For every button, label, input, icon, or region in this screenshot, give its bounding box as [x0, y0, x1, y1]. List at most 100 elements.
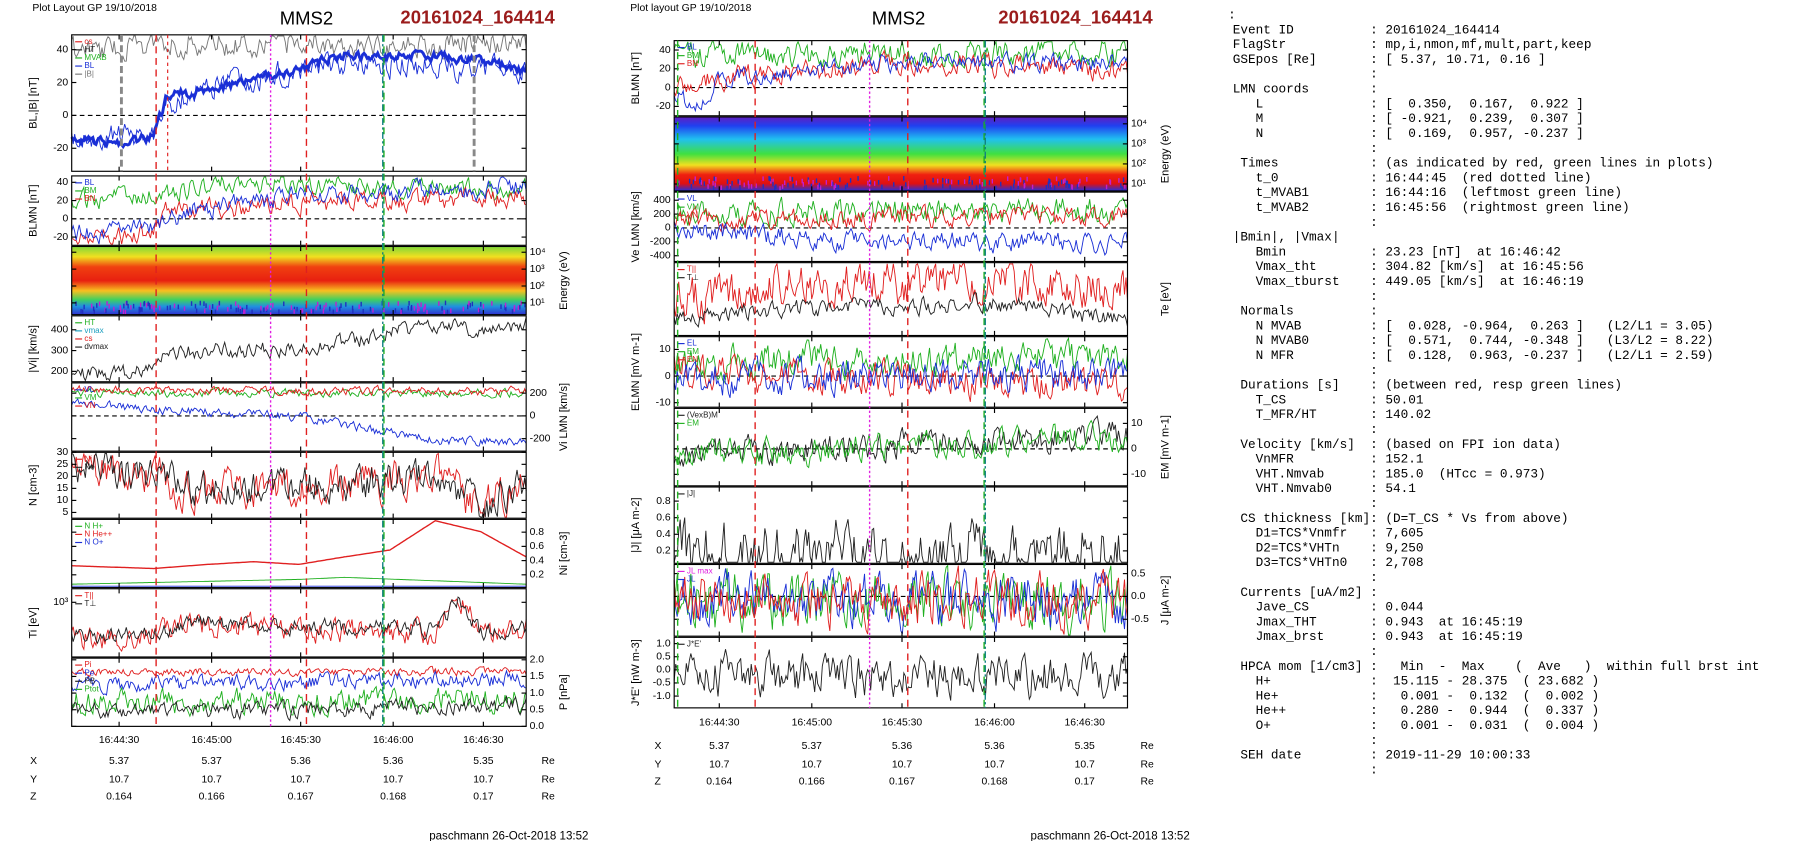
y-tick-label: -10: [1131, 469, 1146, 480]
spectrogram-speck: [500, 304, 502, 309]
spectrogram-speck: [789, 176, 791, 182]
info-line: Bmin : 23.23 [nT] at 16:46:42: [1233, 244, 1561, 259]
axis-label: ELMN [mV m-1]: [630, 333, 642, 411]
y-tick-label: 0.2: [656, 546, 671, 557]
ephemeris-value: 0.164: [706, 777, 732, 788]
trace: [673, 565, 1128, 635]
spectrogram-speck: [372, 308, 374, 313]
spectrogram-speck: [802, 182, 805, 187]
spectrogram-speck: [1105, 184, 1108, 190]
spectrogram-speck: [715, 176, 717, 182]
legend-entry: BN: [687, 59, 698, 68]
spectrogram-speck: [519, 304, 521, 310]
trace: [71, 596, 527, 645]
ephemeris-unit: Re: [1141, 741, 1155, 752]
spectrogram-speck: [126, 300, 128, 306]
legend-entry: |J|: [687, 489, 695, 498]
y-tick-label: 2.0: [530, 655, 545, 666]
spectrogram-speck: [688, 178, 691, 184]
panel-frame: [673, 336, 1129, 408]
legend-entry: BM: [687, 51, 699, 60]
spectrogram-speck: [235, 307, 237, 313]
info-line: Currents [uA/m2] :: [1233, 585, 1378, 600]
ephemeris-value: 0.167: [288, 792, 314, 803]
spectrogram-speck: [426, 310, 428, 315]
spectrogram-speck: [203, 301, 205, 306]
y-tick-label: 40: [659, 45, 671, 56]
ephemeris-value: 0.17: [473, 792, 493, 803]
spectrogram-speck: [1122, 177, 1125, 183]
trace: [673, 353, 1128, 402]
spectrogram-speck: [272, 303, 274, 308]
spectrogram-speck: [839, 177, 841, 183]
spectrogram-speck: [119, 307, 122, 313]
info-line: VHT.Nmvab0 : 54.1: [1233, 481, 1417, 496]
spectrogram-speck: [1079, 178, 1081, 184]
y-tick-label: 1.5: [530, 671, 545, 682]
ephemeris-value: 0.168: [380, 792, 406, 803]
spectrogram-speck: [83, 304, 85, 310]
legend-entry: N He++: [84, 530, 112, 539]
time-tick-label: 16:45:30: [882, 718, 923, 729]
spectrogram-speck: [339, 306, 341, 312]
spectrogram-speck: [246, 304, 248, 310]
spectrogram-speck: [762, 176, 764, 182]
spectrogram-speck: [815, 178, 818, 184]
spectrogram-speck: [423, 307, 425, 312]
info-line: He++ : 0.280 - 0.944 ( 0.337 ): [1233, 703, 1599, 718]
spectrogram-speck: [903, 176, 905, 181]
spectrogram-speck: [401, 307, 403, 313]
spectrogram-speck: [923, 185, 926, 191]
panel-frame: [71, 34, 527, 172]
spectrogram-speck: [323, 305, 325, 310]
spectrogram-speck: [388, 302, 390, 307]
ephemeris-value: 10.7: [1075, 759, 1095, 770]
spectrogram-speck: [407, 305, 409, 311]
trace: [71, 685, 527, 719]
axis-label: BLMN [nT]: [27, 184, 39, 236]
trace: [673, 50, 1128, 113]
spectrogram-speck: [290, 305, 293, 310]
spectrogram-speck: [1048, 178, 1050, 184]
spectrogram-speck: [152, 305, 155, 310]
y-tick-label: 0: [62, 214, 68, 225]
spectrogram-speck: [524, 302, 526, 308]
info-line: T_MFR/HT : 140.02: [1233, 407, 1431, 422]
spectrogram-speck: [413, 306, 416, 311]
spectrogram-speck: [145, 302, 148, 308]
info-line: D2=TCS*VHTn : 9,250: [1233, 540, 1424, 555]
spectrogram-speck: [1012, 183, 1015, 189]
spectrogram-speck: [942, 178, 944, 183]
y-tick-label: 20: [659, 64, 671, 75]
spectrogram-speck: [322, 308, 325, 314]
y-tick-label: 200: [51, 366, 69, 377]
y-tick-label: 0.0: [530, 721, 545, 732]
time-tick-label: 16:44:30: [99, 735, 140, 746]
y-tick-label: 0: [665, 223, 671, 234]
spectrogram-speck: [795, 180, 798, 186]
spectrogram-speck: [169, 305, 171, 310]
spectrogram-speck: [242, 309, 245, 315]
spectrogram-speck: [394, 308, 397, 313]
ephemeris-value: 10.7: [383, 774, 403, 785]
spectrogram-speck: [478, 308, 481, 314]
y-tick-label: -0.5: [1131, 614, 1149, 625]
spectrogram-speck: [477, 307, 480, 313]
legend-entry: MVAB: [84, 53, 106, 62]
spectrogram-speck: [408, 300, 410, 306]
panel-frame: [71, 315, 527, 383]
spectrogram-speck: [713, 176, 715, 181]
spectrogram-speck: [772, 181, 774, 187]
y-tick-label: 20: [57, 471, 69, 482]
spectrogram-speck: [230, 304, 232, 310]
spectrogram-speck: [96, 303, 98, 308]
trace: [673, 354, 1128, 398]
y-tick-label: 400: [51, 325, 69, 336]
trace: [673, 262, 1128, 325]
legend-entry: BL: [84, 178, 94, 187]
info-line: CS thickness [km]: (D=T_CS * Vs from abo…: [1233, 511, 1569, 526]
spectrogram-speck: [957, 179, 960, 185]
spectrogram-speck: [1071, 184, 1073, 189]
spectrogram-speck: [807, 177, 809, 182]
spectrogram-speck: [113, 306, 115, 312]
